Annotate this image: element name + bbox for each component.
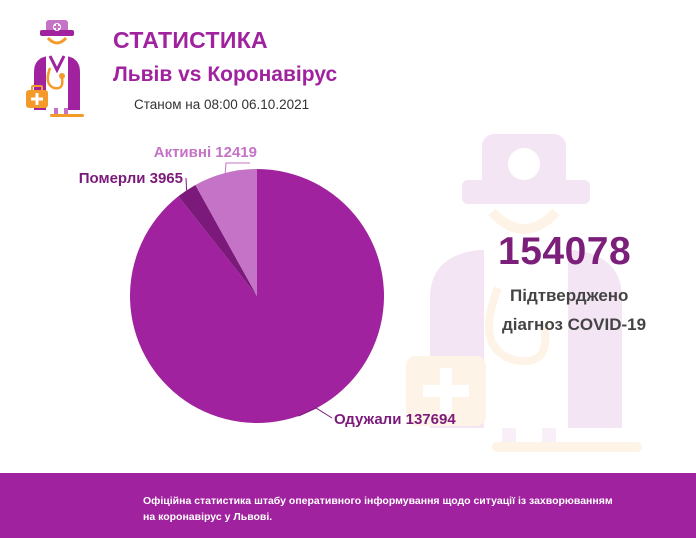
confirmed-label-diagnosis: діагноз COVID-19: [502, 315, 647, 334]
confirmed-label: Підтверджено: [510, 286, 629, 305]
doctor-watermark-icon: [406, 134, 642, 452]
leader-line-recovered: [298, 407, 333, 419]
footer-banner: Офіційна статистика штабу оперативного і…: [0, 473, 696, 538]
leader-line-deaths: [185, 177, 188, 191]
pie-chart: Одужали 137694 Померли 3965 Активні 12419: [79, 144, 457, 428]
slice-label-deaths: Померли 3965: [79, 170, 183, 187]
confirmed-total: 154078: [498, 230, 632, 273]
pie-slice-deaths: [178, 184, 257, 296]
slice-label-active: Активні 12419: [154, 144, 257, 161]
pie-slice-recovered: [130, 169, 385, 423]
page-subtitle: Львів vs Коронавірус: [113, 63, 338, 86]
leader-line-active: [224, 162, 250, 174]
doctor-icon: [26, 20, 84, 117]
as-of-timestamp: Станом на 08:00 06.10.2021: [134, 97, 310, 112]
page-title: СТАТИСТИКА: [113, 27, 268, 53]
pie-slice-active: [195, 169, 257, 296]
footer-note: Офіційна статистика штабу оперативного і…: [143, 495, 613, 523]
slice-label-recovered: Одужали 137694: [334, 411, 456, 428]
